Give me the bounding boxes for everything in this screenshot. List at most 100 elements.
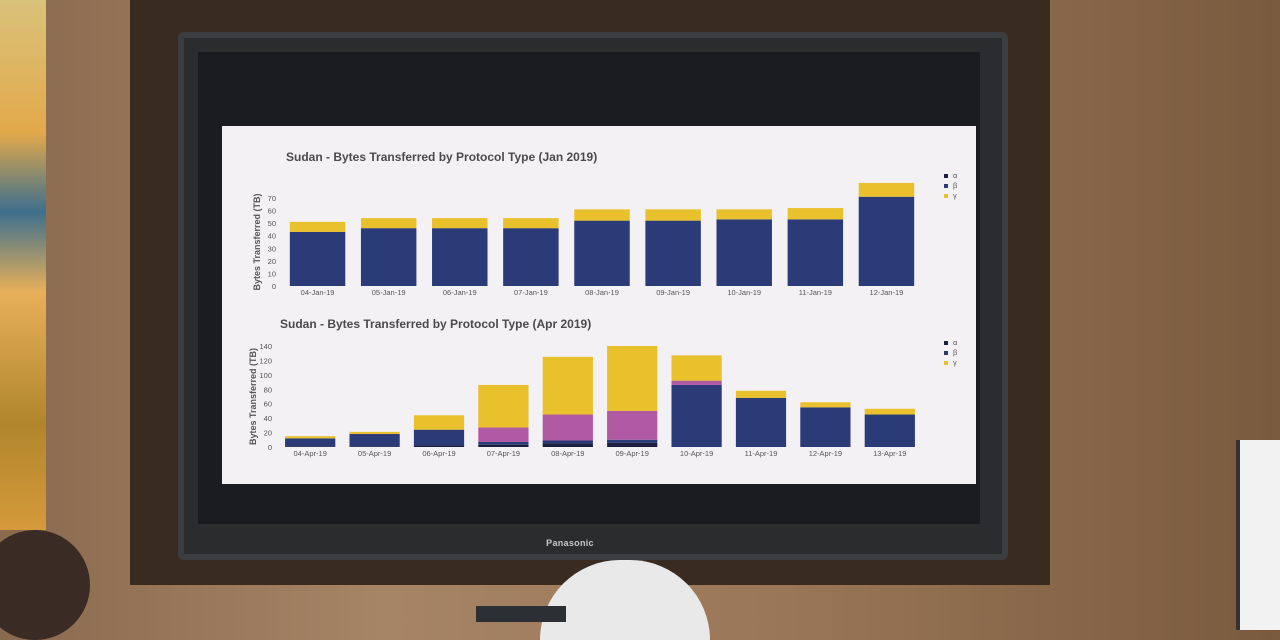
bar-segment	[864, 414, 915, 447]
legend-swatch	[944, 184, 948, 188]
y-tick-label: 70	[268, 194, 276, 203]
bar-segment	[574, 209, 630, 221]
bar-segment	[413, 429, 465, 446]
legend-swatch	[944, 361, 948, 365]
legend-label: γ	[953, 191, 957, 200]
bar-segment	[413, 415, 465, 430]
x-tick-label: 04-Apr-19	[294, 449, 327, 458]
x-tick-label: 04-Jan-19	[301, 288, 335, 297]
y-tick-label: 0	[268, 443, 272, 452]
bar-segment	[285, 446, 336, 447]
y-tick-label: 20	[268, 257, 276, 266]
bar-segment	[574, 220, 630, 286]
x-tick-label: 07-Jan-19	[514, 288, 548, 297]
legend-label: α	[953, 338, 958, 347]
flipchart	[1236, 440, 1280, 630]
legend-swatch	[944, 351, 948, 355]
bar-segment	[607, 442, 658, 447]
bar-segment	[735, 390, 787, 398]
x-tick-label: 09-Jan-19	[656, 288, 690, 297]
bar-segment	[542, 414, 593, 441]
bar-segment	[800, 402, 851, 408]
bar-segment	[349, 434, 400, 447]
bar-segment	[349, 431, 400, 435]
bar-segment	[542, 443, 593, 447]
y-tick-label: 10	[268, 269, 276, 278]
bar-segment	[716, 209, 772, 220]
x-tick-label: 12-Apr-19	[809, 449, 842, 458]
legend-label: α	[953, 171, 958, 180]
y-tick-label: 50	[268, 219, 276, 228]
bar-segment	[864, 408, 915, 415]
bar-segment	[542, 440, 593, 444]
bar-segment	[503, 228, 559, 286]
x-tick-label: 10-Jan-19	[727, 288, 761, 297]
legend-label: β	[953, 181, 958, 190]
x-tick-label: 12-Jan-19	[870, 288, 904, 297]
y-tick-label: 0	[272, 282, 276, 291]
bar-segment	[285, 436, 336, 439]
x-tick-label: 11-Jan-19	[799, 288, 832, 297]
x-tick-label: 07-Apr-19	[487, 449, 520, 458]
x-tick-label: 06-Jan-19	[443, 288, 477, 297]
bar-segment	[349, 446, 400, 447]
wall-painting	[0, 0, 46, 530]
bar-segment	[735, 397, 787, 447]
bar-segment	[478, 427, 529, 442]
x-tick-label: 05-Jan-19	[372, 288, 406, 297]
bar-segment	[858, 196, 915, 286]
x-tick-label: 10-Apr-19	[680, 449, 713, 458]
y-axis-label: Bytes Transferred (TB)	[248, 348, 258, 445]
bar-segment	[478, 444, 529, 447]
x-tick-label: 08-Apr-19	[551, 449, 584, 458]
x-tick-label: 09-Apr-19	[616, 449, 649, 458]
chart-title-apr: Sudan - Bytes Transferred by Protocol Ty…	[280, 317, 592, 331]
bar-segment	[478, 441, 529, 445]
y-tick-label: 100	[259, 371, 272, 380]
bar-segment	[671, 355, 722, 381]
bar-segment	[289, 231, 346, 286]
x-tick-label: 11-Apr-19	[745, 449, 778, 458]
legend-label: γ	[953, 358, 957, 367]
bar-segment	[360, 218, 417, 229]
bar-segment	[671, 384, 722, 447]
bar-segment	[645, 209, 701, 221]
chart-jan: 0 10 20 30 40 50 60 70 Bytes Transferred (TB) 04-…	[252, 171, 958, 297]
bar-segment	[432, 218, 488, 229]
bar-segment	[413, 445, 465, 447]
legend-swatch	[944, 341, 948, 345]
y-tick-label: 40	[264, 414, 272, 423]
presentation-slide: Sudan - Bytes Transferred by Protocol Ty…	[222, 126, 976, 484]
y-tick-label: 120	[259, 356, 272, 365]
y-tick-label: 40	[268, 232, 276, 241]
bar-segment	[607, 346, 658, 411]
x-tick-label: 06-Apr-19	[422, 449, 455, 458]
y-tick-label: 60	[268, 207, 276, 216]
bar-segment	[432, 228, 488, 286]
bar-segment	[716, 219, 772, 286]
y-tick-label: 20	[264, 429, 272, 438]
dark-object	[476, 606, 566, 622]
bar-segment	[800, 407, 851, 447]
bar-segment	[787, 219, 844, 286]
bar-segment	[858, 182, 915, 197]
tv-brand-logo: Panasonic	[546, 538, 594, 548]
legend-label: β	[953, 348, 958, 357]
x-tick-label: 05-Apr-19	[358, 449, 391, 458]
bar-segment	[607, 410, 658, 440]
bar-segment	[671, 380, 722, 385]
y-axis-label: Bytes Transferred (TB)	[252, 193, 262, 290]
bar-segment	[289, 221, 346, 232]
bar-segment	[360, 228, 417, 286]
bar-segment	[503, 218, 559, 229]
chart-title-jan: Sudan - Bytes Transferred by Protocol Ty…	[286, 150, 598, 164]
bar-segment	[787, 208, 844, 220]
legend-swatch	[944, 174, 948, 178]
x-tick-label: 13-Apr-19	[873, 449, 906, 458]
y-tick-label: 30	[268, 244, 276, 253]
audience-head-left	[0, 530, 90, 640]
bar-segment	[607, 439, 658, 443]
bar-segment	[478, 384, 529, 428]
y-tick-label: 60	[264, 400, 272, 409]
